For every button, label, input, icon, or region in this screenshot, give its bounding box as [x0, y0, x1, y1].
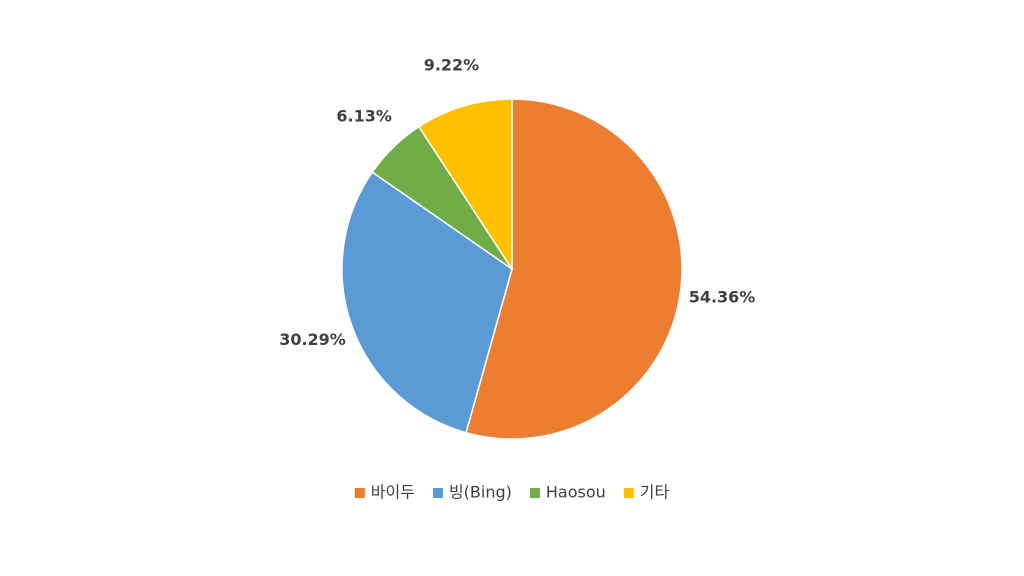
value-label: 6.13% — [336, 107, 392, 126]
value-label: 9.22% — [424, 55, 480, 74]
legend-marker — [432, 488, 443, 498]
pie-slice — [417, 98, 513, 272]
legend-label: 기타 — [640, 483, 670, 502]
legend-label: 빙(Bing) — [449, 483, 512, 502]
pie-slice — [341, 171, 513, 434]
pie-slice — [465, 98, 683, 440]
legend-marker — [354, 488, 365, 498]
value-label: 54.36% — [689, 287, 756, 306]
legend-marker — [623, 488, 634, 498]
legend-marker — [529, 488, 540, 498]
legend-label: Haosou — [546, 483, 606, 502]
value-label: 30.29% — [279, 330, 346, 349]
legend-label: 바이두 — [371, 483, 415, 502]
